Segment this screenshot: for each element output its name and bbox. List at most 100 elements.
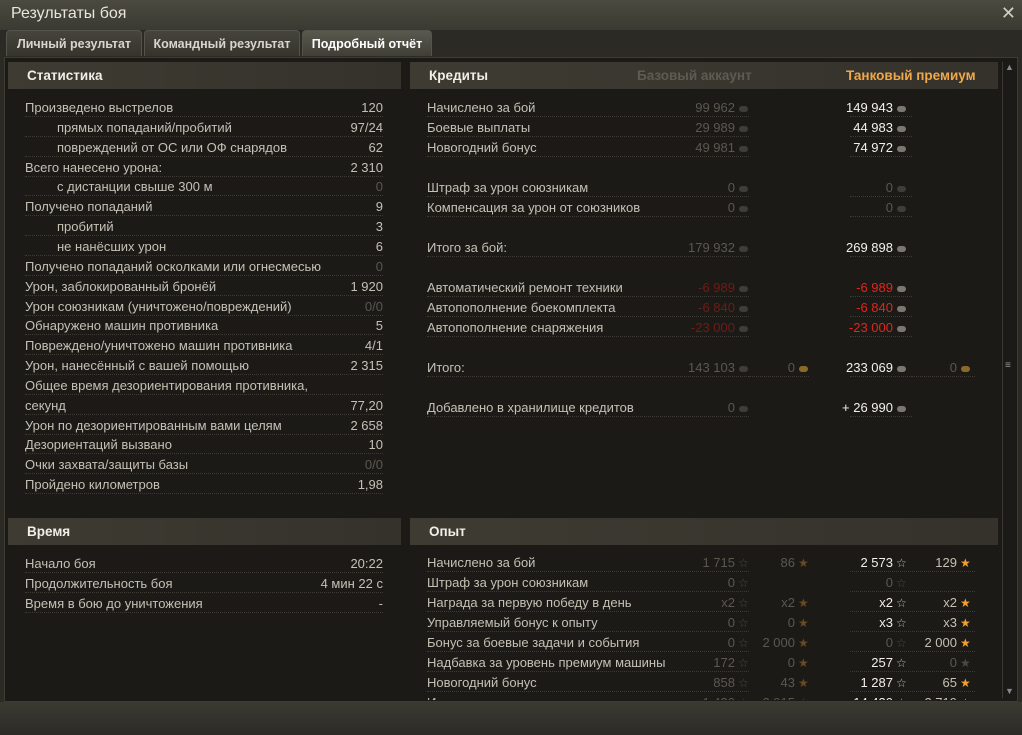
tab-detailed-report[interactable]: Подробный отчёт <box>302 30 432 56</box>
credits-row: Штраф за урон союзникам 0 0 <box>427 178 987 198</box>
base-free-xp-value: 0 <box>787 655 795 670</box>
stat-row: Урон, заблокированный бронёй 1 920 <box>25 277 383 297</box>
premium-account-header: Танковый премиум <box>846 68 976 83</box>
premium-credits-value: -6 989 <box>856 280 893 295</box>
dotted-divider <box>850 611 975 612</box>
stat-row: Обнаружено машин противника 5 <box>25 316 383 336</box>
dotted-divider <box>25 592 383 593</box>
credits-row: Компенсация за урон от союзников 0 0 <box>427 198 987 218</box>
xp-star-icon: ☆ <box>896 693 907 700</box>
stat-value: 2 315 <box>350 358 383 374</box>
base-credits-value: 0 <box>727 200 735 215</box>
time-value: 20:22 <box>350 556 383 571</box>
dotted-divider <box>427 591 749 592</box>
dotted-divider <box>749 376 809 377</box>
dotted-divider <box>427 256 749 257</box>
stat-label: Повреждено/уничтожено машин противника <box>25 338 293 354</box>
stat-row: Получено попаданий 9 <box>25 197 383 217</box>
base-credits-value: -23 000 <box>690 320 735 335</box>
experience-row: Итого:1 430☆2 915★14 430☆2 719★ <box>427 693 987 700</box>
tab-personal-result[interactable]: Личный результат <box>6 30 142 56</box>
stat-value: 1,98 <box>357 477 383 493</box>
credits-label: Итого: <box>427 360 465 375</box>
experience-label: Итого: <box>427 693 465 700</box>
scroll-up-icon[interactable]: ▲ <box>1005 62 1014 72</box>
dotted-divider <box>25 195 383 197</box>
stat-label: не нанёсших урон <box>57 238 167 254</box>
dotted-divider <box>427 316 749 317</box>
tab-team-result[interactable]: Командный результат <box>144 30 300 56</box>
stat-row: Пройдено километров 1,98 <box>25 475 383 495</box>
stat-value: 9 <box>375 199 383 215</box>
premium-credits-value: 233 069 <box>846 360 893 375</box>
stat-label: Получено попаданий осколками или огнесме… <box>25 258 321 274</box>
dotted-divider <box>427 416 749 417</box>
credits-icon <box>739 106 748 112</box>
stat-label: Дезориентаций вызвано <box>25 437 172 453</box>
credits-icon <box>897 206 906 212</box>
scrollbar[interactable]: ▲ ≡ ▼ <box>1002 62 1016 698</box>
credits-label: Штраф за урон союзникам <box>427 180 589 195</box>
dotted-divider <box>850 651 975 652</box>
dotted-divider <box>25 374 383 376</box>
base-credits-value: 29 989 <box>695 120 735 135</box>
free-xp-star-icon: ★ <box>798 693 809 700</box>
free-xp-star-icon: ★ <box>960 693 971 700</box>
section-header-experience: Опыт <box>410 518 998 545</box>
free-xp-star-icon: ★ <box>798 656 809 670</box>
premium-xp-value: 257 <box>871 655 893 670</box>
base-xp-value: 172 <box>713 655 735 670</box>
close-icon[interactable]: ✕ <box>1000 3 1016 23</box>
free-xp-star-icon: ★ <box>960 656 971 670</box>
credits-label: Автоматический ремонт техники <box>427 280 623 295</box>
window-title: Результаты боя <box>11 5 127 22</box>
scroll-down-icon[interactable]: ▼ <box>1005 686 1014 696</box>
credits-label: Компенсация за урон от союзников <box>427 200 641 215</box>
stat-value: 0 <box>375 179 383 195</box>
xp-star-icon: ☆ <box>896 656 907 670</box>
stat-value: 77,20 <box>350 397 383 413</box>
stat-label: секунд <box>25 397 66 413</box>
dotted-divider <box>850 416 912 417</box>
dotted-divider <box>850 571 975 572</box>
xp-star-icon: ☆ <box>738 576 749 590</box>
stat-value: 6 <box>375 238 383 254</box>
credits-icon <box>897 286 906 292</box>
dotted-divider <box>25 294 383 296</box>
premium-free-xp-value: x3 <box>943 615 957 630</box>
experience-row: Новогодний бонус 858 ☆ 43 ★ 1 287 ☆ 65 ★ <box>427 673 987 693</box>
credits-icon <box>739 326 748 332</box>
footer <box>0 702 1022 735</box>
premium-xp-value: 0 <box>885 575 893 590</box>
experience-row: Начислено за бой 1 715 ☆ 86 ★ 2 573 ☆ 129 ★ <box>427 553 987 573</box>
premium-credits-value: 0 <box>885 200 893 215</box>
stat-value: 0/0 <box>364 457 383 473</box>
free-xp-star-icon: ★ <box>960 556 971 570</box>
base-free-xp-value: 86 <box>780 555 795 570</box>
stat-label: Всего нанесено урона: <box>25 159 163 175</box>
stat-value: 2 310 <box>350 159 383 175</box>
experience-label: Бонус за боевые задачи и события <box>427 635 640 650</box>
credits-icon <box>739 366 748 372</box>
credits-icon <box>897 126 906 132</box>
credits-row: Итого: 143 103 0 233 069 0 <box>427 358 987 378</box>
credits-icon <box>739 186 748 192</box>
premium-xp-value: 14 430 <box>853 693 893 700</box>
stat-row: с дистанции свыше 300 м 0 <box>25 177 383 197</box>
dotted-divider <box>25 254 383 256</box>
time-label: Начало боя <box>25 556 96 571</box>
credits-icon <box>739 286 748 292</box>
scroll-thumb-grip-icon[interactable]: ≡ <box>1005 360 1011 371</box>
dotted-divider <box>850 671 975 672</box>
credits-icon <box>897 146 906 152</box>
premium-gold-value: 0 <box>949 360 957 375</box>
experience-list: Начислено за бой 1 715 ☆ 86 ★ 2 573 ☆ 129 ★ Штраф… <box>410 550 1000 700</box>
base-xp-value: 858 <box>713 675 735 690</box>
credits-row: Итого за бой: 179 932 269 898 <box>427 238 987 258</box>
premium-credits-value: 44 983 <box>853 120 893 135</box>
xp-star-icon: ☆ <box>896 636 907 650</box>
credits-label: Автопополнение боекомплекта <box>427 300 616 315</box>
credits-row: Боевые выплаты 29 989 44 983 <box>427 118 987 138</box>
free-xp-star-icon: ★ <box>798 596 809 610</box>
base-credits-value: -6 989 <box>698 280 735 295</box>
